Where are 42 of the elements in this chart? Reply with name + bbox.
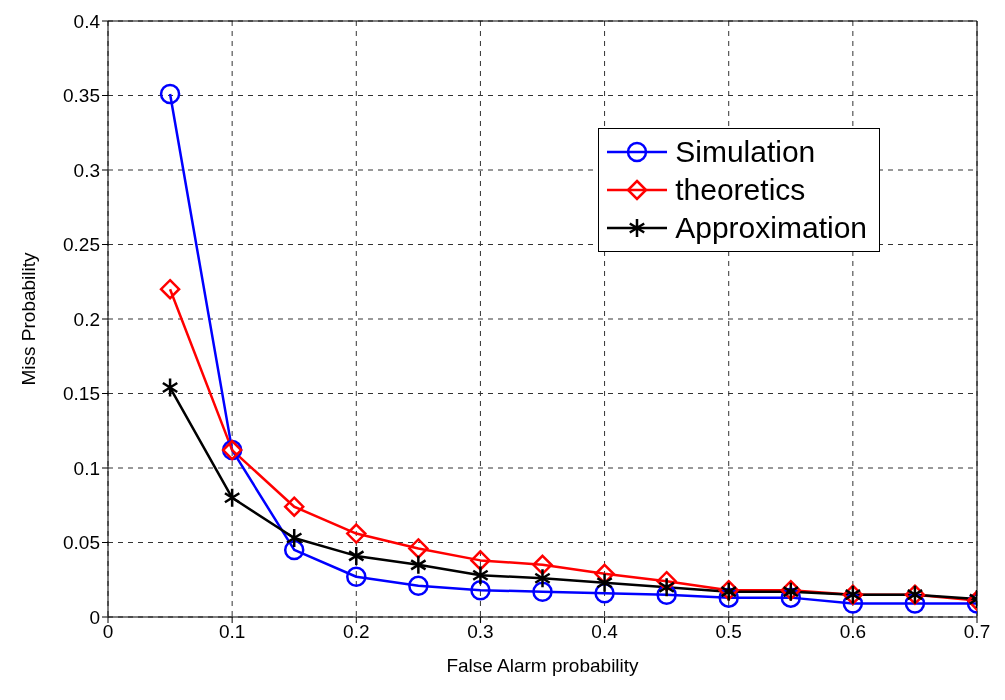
- y-tick-label: 0.4: [73, 10, 101, 32]
- point: [159, 83, 181, 105]
- y-tick-label: 0.15: [63, 383, 100, 405]
- point: [346, 566, 367, 588]
- y-tick-label: 0.05: [63, 532, 100, 554]
- x-axis-title: False Alarm probability: [446, 655, 640, 676]
- point: [223, 487, 241, 509]
- legend-label: Simulation: [675, 134, 816, 170]
- point: [471, 565, 489, 586]
- x-tick-label: 0.2: [343, 621, 370, 643]
- point: [285, 527, 303, 549]
- point: [283, 539, 305, 561]
- legend-label: theoretics: [675, 172, 806, 208]
- x-tick-label: 0.4: [591, 621, 619, 643]
- point: [470, 579, 491, 601]
- point: [159, 278, 181, 300]
- point: [596, 572, 614, 593]
- y-tick-label: 0.25: [63, 234, 100, 256]
- point: [346, 523, 367, 544]
- point: [532, 581, 553, 602]
- legend-label: Approximation: [675, 210, 867, 246]
- y-tick-label: 0.35: [63, 85, 100, 107]
- point: [408, 538, 429, 559]
- point: [532, 554, 553, 576]
- point: [161, 377, 179, 398]
- point: [347, 545, 365, 567]
- y-axis-title: Miss Probability: [17, 251, 39, 386]
- y-tick-label: 0.3: [73, 159, 100, 181]
- point: [283, 496, 305, 517]
- y-tick-label: 0: [89, 606, 100, 628]
- y-tick-label: 0.2: [73, 308, 100, 330]
- y-tick-label: 0.1: [73, 457, 100, 479]
- x-tick-label: 0.6: [839, 621, 867, 643]
- point: [658, 576, 676, 598]
- x-tick-label: 0.5: [715, 621, 742, 643]
- point: [534, 568, 551, 589]
- point: [408, 575, 429, 596]
- x-tick-label: 0.3: [467, 621, 494, 643]
- x-tick-label: 0.7: [963, 621, 991, 643]
- point: [409, 554, 427, 576]
- x-tick-label: 0.1: [218, 621, 246, 643]
- point: [470, 550, 491, 571]
